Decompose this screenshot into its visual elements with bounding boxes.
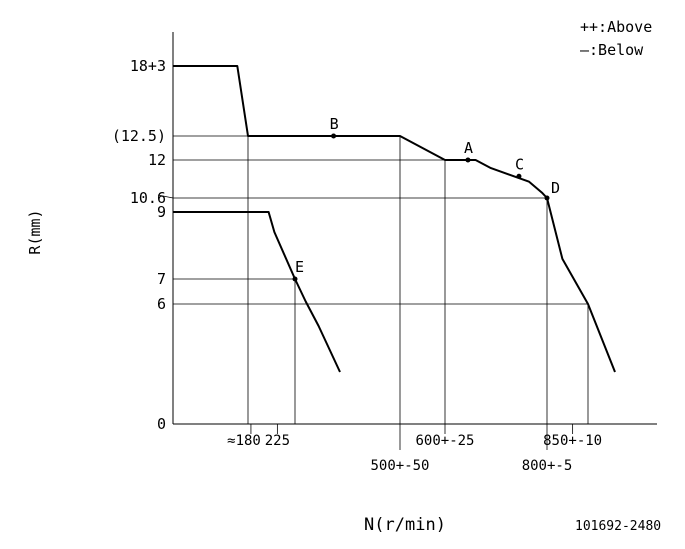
x-tick-labels: ≈180 225 500+-50 600+-25 800+-5 850+-10 xyxy=(227,433,602,474)
x-tick-label-4: 800+-5 xyxy=(522,458,573,474)
reference-lines xyxy=(157,135,589,450)
labeled-points: A B C D E xyxy=(292,115,560,282)
x-tick-label-5: 850+-10 xyxy=(543,433,602,449)
y-tick-label-2: 7 xyxy=(157,270,166,288)
x-tick-label-2: 500+-50 xyxy=(370,458,429,474)
point-c-label: C xyxy=(515,155,524,173)
y-tick-label-5: 12 xyxy=(148,151,166,169)
drawing-number: 101692-2480 xyxy=(575,519,661,534)
x-tick-label-3: 600+-25 xyxy=(415,433,474,449)
series-line-2 xyxy=(173,211,341,373)
y-axis-label: R(mm) xyxy=(26,209,44,254)
point-d-label: D xyxy=(551,179,560,197)
point-b-label: B xyxy=(330,115,339,133)
point-a-label: A xyxy=(464,139,473,157)
point-a-marker xyxy=(465,157,471,163)
point-d-marker xyxy=(544,195,550,201)
y-tick-label-1: 6 xyxy=(157,295,166,313)
series-lines xyxy=(173,65,616,373)
x-axis-label: N(r/min) xyxy=(364,515,446,535)
y-tick-label-7: 18+3 xyxy=(130,57,166,75)
x-tick-label-0: ≈180 xyxy=(227,433,261,449)
point-b-marker xyxy=(331,133,337,139)
point-c-marker xyxy=(516,173,522,179)
y-tick-label-3: 9 xyxy=(157,203,166,221)
legend: ++:Above —:Below xyxy=(580,18,652,59)
y-tick-labels: 0 6 7 910.6 12 (12.5) 18+3 xyxy=(112,57,166,433)
y-tick-label-4: 10.6 xyxy=(130,189,166,207)
series-line-1 xyxy=(173,65,616,373)
x-tick-label-1: 225 xyxy=(265,433,290,449)
y-label-leader xyxy=(157,194,174,199)
legend-entry-below: —:Below xyxy=(580,41,644,59)
y-tick-label-0: 0 xyxy=(157,415,166,433)
point-e-label: E xyxy=(295,258,304,276)
axes xyxy=(172,32,657,425)
y-tick-label-6: (12.5) xyxy=(112,127,166,145)
legend-entry-above: ++:Above xyxy=(580,18,652,36)
point-e-marker xyxy=(292,276,298,282)
